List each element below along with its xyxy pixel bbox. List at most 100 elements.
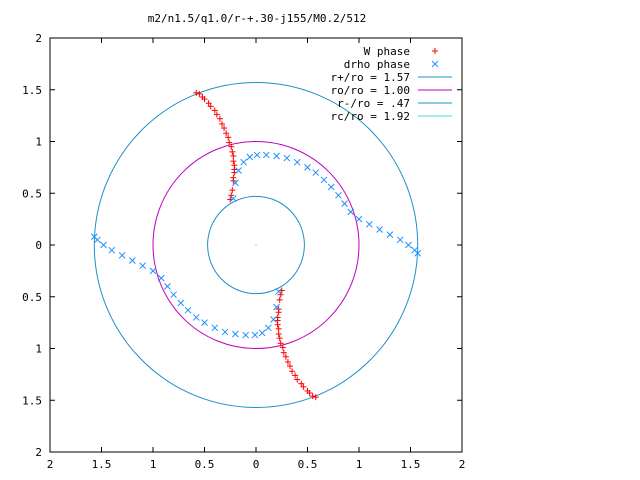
marker-stroke: [262, 151, 270, 159]
drho-point-40: [164, 283, 171, 290]
legend-sample-0: [432, 48, 438, 54]
marker-stroke: [139, 262, 147, 270]
marker-stroke: [240, 158, 247, 166]
marker-stroke: [211, 324, 219, 332]
marker-stroke: [270, 316, 277, 323]
legend-label-0: W phase: [364, 45, 410, 58]
w-point-22: [230, 158, 237, 165]
marker-stroke: [129, 257, 136, 264]
w-point-29: [294, 376, 301, 383]
chart-title: m2/n1.5/q1.0/r-+.30-j155/M0.2/512: [148, 12, 367, 25]
marker-stroke: [201, 319, 208, 326]
drho-point-19: [376, 226, 383, 233]
drho-point-46: [108, 246, 116, 254]
w-point-42: [298, 380, 305, 387]
w-point-24: [230, 174, 237, 181]
w-point-23: [231, 166, 238, 173]
w-point-34: [275, 331, 282, 338]
marker-stroke: [341, 200, 348, 207]
marker-stroke: [118, 251, 126, 259]
w-point-17: [213, 111, 220, 118]
circle-2: [207, 195, 305, 295]
w-point-44: [286, 363, 293, 370]
marker-stroke: [365, 220, 373, 228]
x-tick-label-1: 1.5: [92, 458, 112, 471]
drho-point-39: [170, 291, 177, 299]
w-point-48: [275, 325, 282, 332]
drho-point-32: [232, 330, 239, 338]
marker-stroke: [108, 246, 116, 254]
marker-stroke: [265, 324, 272, 332]
drho-point-1: [232, 179, 239, 187]
drho-point-4: [246, 153, 254, 161]
drho-point-43: [139, 262, 147, 270]
drho-point-24: [414, 249, 422, 257]
marker-stroke: [293, 158, 301, 166]
x-tick-label-2: 1: [150, 458, 157, 471]
w-point-26: [312, 394, 319, 401]
w-point-51: [277, 291, 284, 298]
drho-point-37: [184, 306, 192, 314]
marker-stroke: [327, 183, 335, 191]
drho-point-10: [304, 164, 311, 171]
marker-stroke: [232, 179, 239, 187]
drho-point-34: [211, 324, 219, 332]
legend-label-1: drho phase: [344, 58, 410, 71]
w-point-7: [228, 143, 235, 150]
marker-stroke: [90, 233, 98, 241]
x-tick-label-4: 0: [253, 458, 260, 471]
w-point-41: [304, 387, 311, 394]
marker-stroke: [232, 330, 239, 338]
marker-stroke: [355, 215, 363, 223]
drho-point-49: [90, 233, 98, 241]
marker-stroke: [431, 60, 439, 68]
y-tick-label-4: 0: [35, 239, 42, 252]
w-point-6: [225, 134, 232, 141]
drho-point-35: [201, 319, 208, 326]
drho-point-18: [365, 220, 373, 228]
w-point-12: [229, 187, 236, 194]
drho-point-7: [273, 152, 280, 160]
w-point-32: [280, 349, 287, 356]
drho-point-36: [192, 314, 200, 321]
drho-point-42: [149, 267, 157, 275]
marker-stroke: [253, 151, 261, 159]
drho-point-15: [341, 200, 348, 207]
w-point-30: [289, 368, 296, 375]
drho-point-45: [118, 251, 126, 259]
w-point-49: [274, 317, 281, 324]
w-point-50: [275, 309, 282, 316]
x-tick-label-3: 0.5: [195, 458, 215, 471]
drho-point-28: [265, 324, 272, 332]
w-point-14: [196, 90, 203, 97]
w-point-38: [276, 296, 283, 303]
drho-point-11: [312, 169, 320, 176]
legend-label-5: rc/ro = 1.92: [331, 110, 410, 123]
legend-sample-1: [431, 60, 439, 68]
drho-point-6: [262, 151, 270, 159]
phase-markers: [90, 89, 422, 401]
marker-stroke: [177, 299, 185, 307]
y-tick-label-5: 0.5: [22, 187, 42, 200]
w-point-15: [201, 96, 208, 103]
drho-point-38: [177, 299, 185, 307]
legend-label-3: ro/ro = 1.00: [331, 84, 410, 97]
w-point-16: [207, 103, 214, 110]
w-point-3: [211, 107, 218, 114]
drho-point-30: [251, 331, 259, 339]
marker-stroke: [235, 167, 242, 174]
drho-point-21: [396, 236, 404, 244]
w-point-8: [230, 152, 237, 159]
marker-stroke: [246, 153, 254, 161]
w-point-40: [309, 393, 316, 400]
y-tick-label-3: 0.5: [22, 291, 42, 304]
y-tick-label-7: 1.5: [22, 84, 42, 97]
drho-point-27: [270, 316, 277, 323]
y-tick-label-8: 2: [35, 32, 42, 45]
y-tick-label-6: 1: [35, 136, 42, 149]
marker-stroke: [242, 331, 250, 339]
marker-stroke: [320, 176, 328, 184]
w-point-46: [279, 344, 286, 351]
